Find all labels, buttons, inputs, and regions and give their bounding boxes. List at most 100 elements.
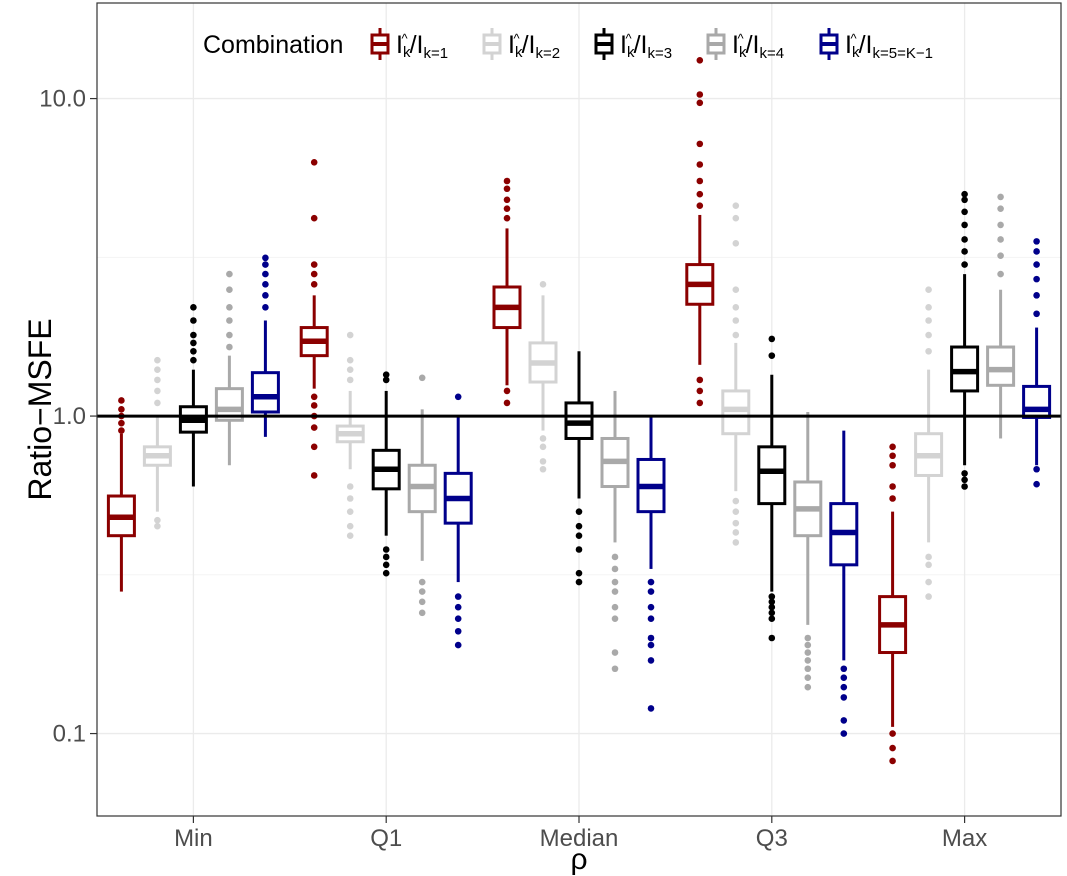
outlier-point	[1033, 248, 1040, 255]
outlier-point	[154, 387, 161, 395]
outlier-point	[925, 561, 932, 569]
outlier-point	[346, 366, 354, 373]
outlier-point	[804, 634, 812, 642]
outlier-point	[889, 461, 896, 469]
outlier-point	[539, 435, 547, 442]
outlier-point	[1033, 480, 1040, 488]
outlier-point	[732, 539, 740, 546]
legend-label: Ik^/Ik=2	[508, 31, 560, 62]
outlier-point	[382, 376, 390, 384]
series-group-2	[142, 202, 944, 600]
outlier-point	[346, 522, 354, 530]
box-median-series-4	[600, 390, 630, 673]
box-q1-series-1	[299, 158, 329, 479]
outlier-point	[768, 352, 776, 359]
outlier-point	[889, 744, 896, 752]
outlier-point	[961, 476, 968, 484]
outlier-point	[118, 397, 125, 404]
legend-label: Ik^/Ik=4	[732, 31, 784, 62]
outlier-point	[262, 304, 269, 311]
outlier-point	[310, 393, 318, 401]
outlier-point	[346, 532, 354, 539]
outlier-point	[611, 615, 619, 623]
outlier-point	[696, 190, 704, 198]
outlier-point	[575, 508, 583, 515]
outlier-point	[647, 588, 655, 595]
outlier-point	[310, 443, 318, 451]
outlier-point	[575, 578, 583, 586]
outlier-point	[925, 578, 932, 586]
outlier-point	[539, 443, 547, 451]
outlier-point	[418, 578, 426, 586]
outlier-point	[840, 665, 848, 673]
outlier-point	[262, 281, 269, 288]
outlier-point	[696, 161, 704, 168]
outlier-point	[961, 190, 968, 198]
outlier-point	[804, 674, 812, 681]
outlier-point	[732, 508, 740, 515]
box-q1-series-3	[371, 371, 401, 577]
outlier-point	[503, 214, 511, 222]
outlier-point	[997, 236, 1004, 243]
outlier-point	[310, 270, 318, 278]
outlier-point	[454, 603, 462, 611]
outlier-point	[961, 196, 968, 204]
box-max-series-2	[914, 286, 944, 600]
outlier-point	[190, 347, 197, 355]
outlier-point	[925, 593, 932, 600]
outlier-point	[310, 472, 318, 479]
outlier-point	[118, 419, 125, 427]
outlier-point	[539, 465, 547, 473]
outlier-point	[925, 304, 932, 311]
outlier-point	[925, 347, 932, 355]
outlier-point	[190, 339, 197, 347]
outlier-point	[611, 588, 619, 595]
outlier-point	[1033, 310, 1040, 318]
outlier-point	[732, 214, 740, 222]
x-tick-label: Max	[942, 825, 987, 852]
x-tick-label: Min	[174, 825, 213, 852]
outlier-point	[190, 304, 197, 311]
legend-entry-5: Ik^/Ik=5=K−1	[819, 28, 933, 62]
outlier-point	[310, 281, 318, 288]
outlier-point	[575, 522, 583, 530]
outlier-point	[1033, 292, 1040, 299]
outlier-point	[647, 634, 655, 642]
outlier-point	[575, 546, 583, 553]
outlier-point	[997, 221, 1004, 229]
interquartile-box	[757, 445, 787, 506]
interquartile-box	[1022, 384, 1052, 419]
box-median-series-2	[528, 281, 558, 473]
outlier-point	[840, 730, 848, 737]
outlier-point	[889, 452, 896, 460]
interquartile-box	[250, 371, 280, 414]
box-min-series-3	[178, 304, 208, 487]
box-min-series-5	[250, 254, 280, 437]
outlier-point	[889, 495, 896, 502]
outlier-point	[382, 371, 390, 378]
outlier-point	[889, 757, 896, 765]
outlier-point	[961, 248, 968, 255]
outlier-point	[1033, 275, 1040, 283]
outlier-point	[804, 641, 812, 649]
outlier-point	[310, 424, 318, 431]
outlier-point	[696, 99, 704, 107]
y-tick-label: 1.0	[53, 403, 86, 430]
outlier-point	[611, 565, 619, 573]
outlier-point	[961, 208, 968, 216]
outlier-point	[310, 402, 318, 409]
outlier-point	[889, 483, 896, 490]
outlier-point	[961, 261, 968, 268]
outlier-point	[732, 286, 740, 294]
outlier-point	[118, 406, 125, 413]
outlier-point	[732, 497, 740, 505]
outlier-point	[226, 317, 233, 324]
outlier-point	[997, 270, 1004, 278]
outlier-point	[647, 603, 655, 611]
box-min-series-1	[106, 397, 136, 592]
legend-entry-4: Ik^/Ik=4	[706, 28, 784, 62]
outlier-point	[768, 593, 776, 600]
x-tick-label: Q3	[756, 825, 788, 852]
